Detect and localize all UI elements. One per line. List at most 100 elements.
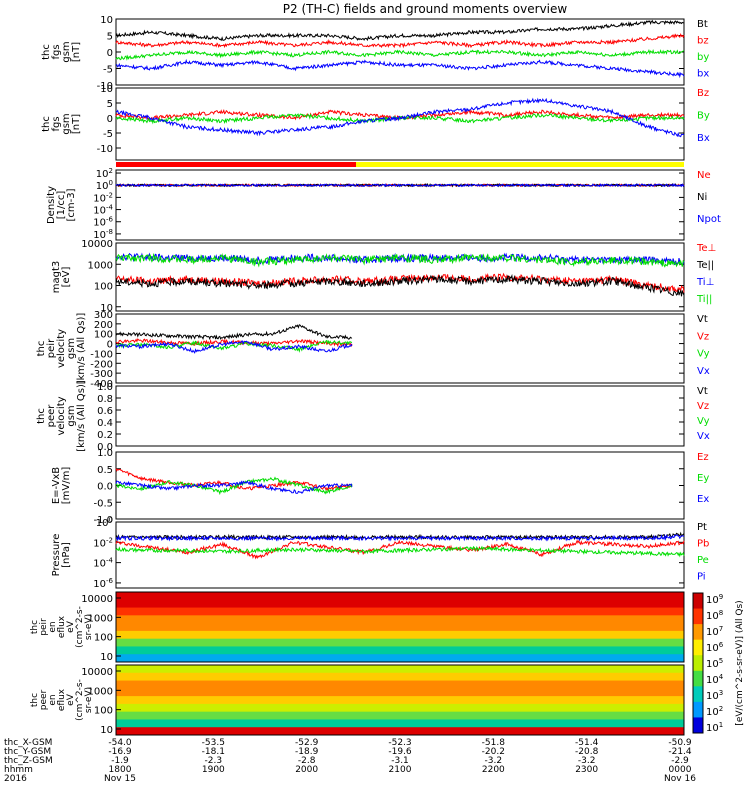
panel-8: 100 10-2 10-4 10-6 Pressure [nPa] Pt Pb Pe Pi: [51, 516, 709, 590]
y-tick-label: -10: [97, 81, 113, 92]
colorbar-segment: [693, 701, 703, 718]
y-axis-label-line: velocity: [56, 396, 67, 435]
series-Pi: [115, 534, 685, 542]
legend-Vy: Vy: [697, 349, 710, 360]
legend-Pe: Pe: [697, 555, 709, 566]
panel-2: 10 5 0 -5 -10 thc fgs gsm [nT] Bz By Bx: [41, 84, 710, 161]
x-row-value: -52.9: [295, 738, 319, 748]
series-bx: [115, 58, 685, 79]
y-axis-label-line: peir: [46, 338, 57, 358]
y-tick-label: 100: [94, 282, 113, 293]
x-tick-label: 1900: [202, 765, 225, 775]
panel-frame: [115, 313, 685, 384]
y-axis-label-line: [nT]: [71, 114, 82, 134]
y-tick-label: 100: [96, 179, 113, 192]
y-tick-label: -400: [90, 379, 113, 390]
y-tick-label: 0: [107, 340, 113, 351]
y-axis-label-line: eV: [66, 693, 76, 706]
figure-title: P2 (TH-C) fields and ground moments over…: [283, 2, 568, 16]
legend-Vz: Vz: [697, 401, 709, 412]
y-tick-label: -5: [103, 129, 113, 140]
colorbar-segment: [693, 670, 703, 687]
x-row-value: -2.3: [205, 756, 223, 766]
colorbar-frame: [692, 592, 704, 734]
series-Vt: [115, 324, 353, 341]
y-tick-label: 100: [94, 330, 113, 341]
x-row-value: -3.2: [485, 756, 503, 766]
legend-by: by: [697, 52, 709, 63]
legend-Vt: Vt: [697, 314, 708, 325]
series-Pb: [115, 539, 685, 560]
spectrogram-frame: [115, 664, 685, 736]
y-tick-label: -200: [90, 359, 113, 370]
spectrogram-band: [116, 672, 684, 682]
series-Pt: [115, 531, 685, 541]
x-row-label: thc_X-GSM: [4, 738, 52, 748]
series-Npot: [115, 183, 685, 188]
y-axis-label-line: thc: [30, 620, 40, 634]
y-axis-label-line: sr-eV): [84, 687, 94, 713]
colorbar-tick-label: 106: [706, 641, 724, 654]
y-tick-label: 5: [107, 32, 113, 43]
colorbar-segment: [693, 655, 703, 672]
colorbar: 109 108 107 106 105 104 103 102 101 [eV/(cm^2-s-s…: [692, 592, 745, 734]
y-axis-label-line: thc: [41, 116, 52, 132]
colorbar-tick-label: 105: [706, 657, 723, 670]
colorbar-segment: [693, 686, 703, 703]
y-tick-label: 0.2: [97, 430, 113, 441]
series-Vy: [115, 339, 353, 353]
y-axis-label-line: eflux: [57, 688, 67, 711]
spectrogram-band: [116, 711, 684, 720]
x-row-value: -20.8: [575, 747, 599, 757]
y-tick-label: 5: [107, 99, 113, 110]
y-axis-label: thc peir velocity gsm [km/s (All Qs)]: [36, 313, 87, 385]
spectrogram-band: [116, 696, 684, 705]
y-tick-label: 10: [100, 303, 113, 314]
x-row-value: -1.9: [111, 756, 129, 766]
x-tick-label: 2000: [295, 765, 318, 775]
spectrogram-band: [116, 703, 684, 713]
y-tick-label: -100: [90, 349, 113, 360]
panel-frame: [115, 169, 685, 241]
y-tick-label: -10: [97, 144, 113, 155]
x-row-label: thc_Z-GSM: [4, 756, 53, 766]
legend-Ez: Ez: [697, 452, 709, 463]
x-row-value: -2.9: [671, 756, 689, 766]
y-tick-label: 10-6: [93, 577, 113, 590]
y-axis-label-line: eV: [66, 620, 76, 633]
x-tick-label: 0000: [669, 765, 692, 775]
panel-frame: [115, 87, 685, 161]
y-tick-label: 1.0: [97, 448, 113, 459]
y-axis-label: E=-VxB [mV/m]: [51, 467, 72, 505]
y-axis-label: Density [1/cc] [cm-3]: [46, 186, 77, 224]
y-axis-label-line: [cm-3]: [66, 188, 77, 221]
x-row-value: -2.8: [298, 756, 316, 766]
y-axis-label-line: gsm: [66, 338, 77, 359]
x-row-label: 2016: [4, 774, 27, 784]
series-Bt: [115, 19, 685, 42]
x-row-value: -52.3: [388, 738, 411, 748]
panel-1: 10 5 0 -5 -10 thc fgs gsm [nT] Bt bz by bx: [41, 15, 709, 92]
colorbar-tick-label: 108: [706, 609, 723, 622]
spectrogram-band: [116, 599, 684, 609]
x-row-value: -54.0: [108, 738, 132, 748]
legend-Ne: Ne: [697, 170, 711, 181]
legend-Ti⊥: Ti⊥: [696, 277, 714, 288]
spectrogram-band: [116, 719, 684, 728]
y-tick-label: 100: [96, 516, 113, 529]
legend-Vz: Vz: [697, 331, 709, 342]
spectrogram-band: [116, 623, 684, 632]
y-axis-label-line: E=-VxB: [51, 467, 62, 504]
y-tick-label: 1000: [88, 613, 113, 624]
y-axis-label-line: [km/s (All Qs)]: [76, 380, 87, 452]
spectrogram-band: [116, 607, 684, 616]
y-axis-label-line: fgs: [51, 44, 62, 59]
colorbar-segment: [693, 639, 703, 656]
series-Ti⊥: [115, 252, 685, 267]
y-tick-label: 0: [107, 48, 113, 59]
y-axis-label-line: thc: [30, 693, 40, 707]
legend-Bt: Bt: [697, 19, 708, 30]
